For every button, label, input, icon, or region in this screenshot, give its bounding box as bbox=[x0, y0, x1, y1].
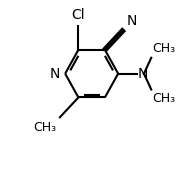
Text: N: N bbox=[49, 67, 60, 81]
Text: CH₃: CH₃ bbox=[152, 42, 175, 55]
Text: N: N bbox=[127, 14, 137, 28]
Text: Cl: Cl bbox=[72, 8, 85, 22]
Text: CH₃: CH₃ bbox=[152, 92, 175, 105]
Text: CH₃: CH₃ bbox=[33, 121, 56, 134]
Text: N: N bbox=[138, 67, 148, 81]
